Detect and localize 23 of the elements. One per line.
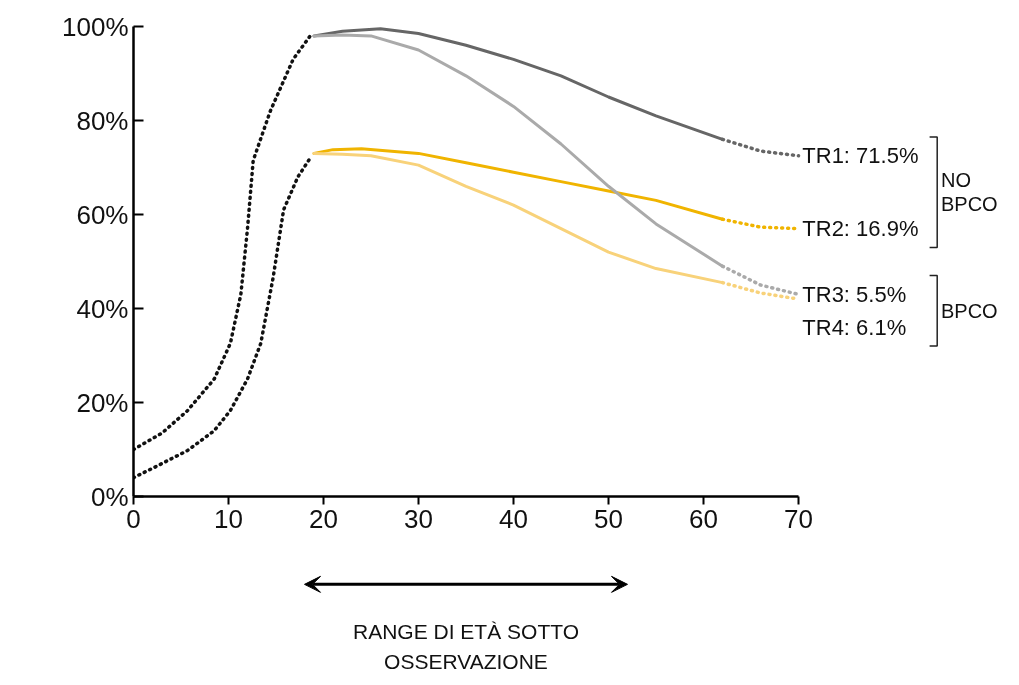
series-label: TR4: 6.1%	[802, 314, 907, 340]
text: RANGE DI ETÀ SOTTO OSSERVAZIONE	[353, 620, 579, 673]
text: NO BPCO	[941, 169, 998, 216]
x-tick-label: 40	[499, 503, 528, 534]
series-label: TR1: 71.5%	[802, 143, 919, 169]
x-tick-label: 0	[126, 503, 141, 534]
x-tick-label: 30	[404, 503, 433, 534]
y-tick-label: 0%	[90, 481, 129, 512]
x-tick-label: 20	[309, 503, 338, 534]
series-label: TR2: 16.9%	[802, 216, 919, 242]
x-tick-label: 50	[594, 503, 623, 534]
series-label: TR3: 5.5%	[802, 281, 907, 307]
x-tick-label: 60	[689, 503, 718, 534]
line-series	[133, 156, 312, 480]
line-series	[133, 34, 312, 452]
x-tick-label: 70	[784, 503, 813, 534]
y-tick-label: 80%	[76, 105, 129, 136]
x-tick-label: 10	[214, 503, 243, 534]
y-tick-label: 40%	[76, 293, 129, 324]
text: BPCO	[941, 299, 998, 322]
y-tick-label: 100%	[62, 11, 129, 42]
y-tick-label: 20%	[76, 387, 129, 418]
y-tick-label: 60%	[76, 199, 129, 230]
